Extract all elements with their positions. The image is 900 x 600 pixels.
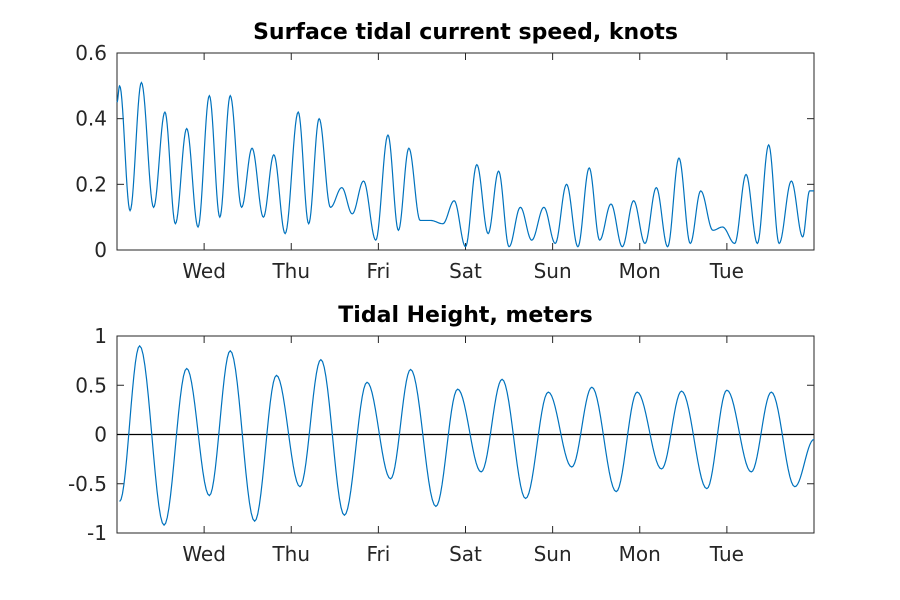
tidal-height-x-tick-label: Fri [366,542,390,566]
current-speed-x-tick-label: Sun [534,259,572,283]
current-speed-y-tick-label: 0.6 [75,41,107,65]
tidal-height-series-line [119,344,815,527]
current-speed-x-tick-label: Tue [709,259,744,283]
current-speed-y-tick-label: 0.2 [75,172,107,196]
tidal-height-y-tick-label: 0.5 [75,373,107,397]
current-speed-x-tick-label: Thu [271,259,310,283]
current-speed-y-tick-label: 0 [94,238,107,262]
tidal-height-y-tick-label: -1 [87,521,107,545]
tidal-height-y-tick-label: -0.5 [68,472,107,496]
tidal-height-x-tick-label: Tue [709,542,744,566]
current-speed-axes: Surface tidal current speed, knots Wed Th… [75,20,815,283]
current-speed-x-tick-label: Mon [619,259,661,283]
tidal-height-x-tick-label: Thu [271,542,310,566]
current-speed-x-tick-label: Fri [366,259,390,283]
tidal-height-title: Tidal Height, meters [338,303,592,328]
tidal-height-x-tick-label: Wed [182,542,226,566]
current-speed-plot-frame [116,52,815,251]
current-speed-y-tick-label: 0.4 [75,107,107,131]
tidal-height-y-tick-label: 0 [94,423,107,447]
current-speed-series-line [116,81,814,248]
current-speed-title: Surface tidal current speed, knots [253,20,678,45]
tidal-height-axes: Tidal Height, meters Wed Thu Fri Sat Sun Mon T… [68,303,815,566]
tidal-height-y-tick-label: 1 [94,324,107,348]
current-speed-x-tick-label: Sat [449,259,482,283]
tidal-height-x-tick-label: Sun [534,542,572,566]
tidal-height-x-tick-label: Sat [449,542,482,566]
current-speed-x-tick-label: Wed [182,259,226,283]
tidal-height-x-tick-label: Mon [619,542,661,566]
